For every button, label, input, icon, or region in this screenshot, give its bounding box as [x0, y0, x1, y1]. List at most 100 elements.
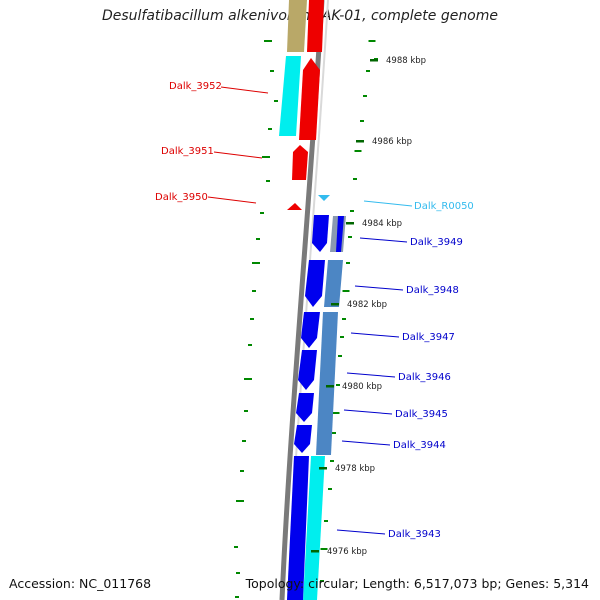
gc-tick — [336, 384, 340, 386]
scale-tick — [356, 140, 364, 143]
gc-tick — [236, 500, 244, 502]
gc-tick — [342, 318, 346, 320]
gene-dalk-3951 — [292, 145, 308, 180]
gene-label: Dalk_3943 — [388, 529, 441, 540]
scale-label: 4978 kbp — [335, 464, 375, 474]
gc-tick — [242, 440, 246, 442]
gc-tick — [252, 290, 256, 292]
callout-line — [354, 285, 404, 291]
gc-tick — [360, 120, 364, 122]
gc-tick — [353, 178, 357, 180]
gc-tick — [366, 70, 370, 72]
accession-label: Accession: NC_011768 — [9, 576, 152, 591]
gene-label: Dalk_3952 — [169, 81, 222, 92]
content-tracks — [279, 0, 346, 600]
gc-tick — [350, 210, 354, 212]
callout-line — [336, 529, 386, 535]
gc-tick — [264, 40, 272, 42]
scale-label-group: 4988 kbp 4986 kbp 4984 kbp 4982 kbp 4980 kbp… — [327, 56, 426, 557]
cyan-segment-top — [279, 56, 301, 136]
callout-line — [343, 409, 393, 415]
steelblue-segment-2 — [324, 260, 343, 307]
callout-line — [341, 440, 391, 446]
gene-label: Dalk_R0050 — [414, 201, 474, 212]
gc-tick — [252, 262, 260, 264]
callout-lines — [207, 86, 413, 535]
scale-label: 4986 kbp — [372, 137, 412, 147]
scale-ticks — [311, 59, 378, 553]
gene-label: Dalk_3945 — [395, 409, 448, 420]
callout-line — [213, 151, 263, 159]
gc-tick — [235, 596, 239, 598]
gene-label: Dalk_3944 — [393, 440, 446, 451]
gene-dalk-3950 — [287, 203, 302, 210]
scale-tick — [370, 59, 378, 62]
callout-line — [207, 196, 257, 204]
scale-label: 4988 kbp — [386, 56, 426, 66]
gc-tick — [342, 290, 350, 292]
gc-tick — [234, 546, 238, 548]
gc-tick — [320, 548, 328, 550]
cyan-segment-bottom — [303, 456, 325, 600]
gc-tick — [324, 520, 328, 522]
gc-tick — [244, 378, 252, 380]
gc-tick — [363, 95, 367, 97]
gc-tick — [354, 150, 362, 152]
gc-tick — [266, 180, 270, 182]
gene-label: Dalk_3949 — [410, 237, 463, 248]
gene-dalk-3953 — [307, 0, 324, 52]
gene-dalk-3948 — [305, 260, 325, 307]
callout-line — [346, 372, 396, 378]
gene-label: Dalk_3951 — [161, 146, 214, 157]
scale-tick — [346, 222, 354, 225]
scale-tick — [331, 303, 339, 306]
gene-label: Dalk_3948 — [406, 285, 459, 296]
gc-tick — [332, 432, 336, 434]
scale-tick — [319, 467, 327, 470]
tan-segment — [287, 0, 307, 52]
gc-tick — [270, 70, 274, 72]
gc-tick — [268, 128, 272, 130]
gc-tick — [250, 318, 254, 320]
scale-tick — [326, 385, 334, 388]
gc-tick — [348, 236, 352, 238]
gene-dalk-3943 — [287, 456, 309, 600]
gc-tick — [262, 156, 270, 158]
gene-dalk-3949 — [312, 215, 329, 252]
gene-label: Dalk_3946 — [398, 372, 451, 383]
genes-reverse — [287, 215, 344, 600]
gc-tick — [338, 355, 342, 357]
gc-tick — [236, 572, 240, 574]
gene-label: Dalk_3947 — [402, 332, 455, 343]
gc-skew-ticks — [234, 40, 378, 598]
gene-dalk-3944 — [294, 425, 312, 453]
gene-dalk-3949b — [336, 216, 344, 252]
callout-line — [220, 86, 269, 94]
callout-line — [359, 237, 408, 243]
topology-label: Topology: circular; Length: 6,517,073 bp… — [245, 576, 589, 591]
gc-tick — [320, 580, 324, 582]
genes-forward — [287, 0, 324, 210]
gene-dalk-3946 — [298, 350, 317, 390]
scale-label: 4982 kbp — [347, 300, 387, 310]
gc-tick — [240, 470, 244, 472]
gene-label: Dalk_3950 — [155, 192, 208, 203]
scale-label: 4976 kbp — [327, 547, 367, 557]
gc-tick — [248, 344, 252, 346]
rna-dalk-r0050 — [318, 195, 330, 201]
gene-dalk-3947 — [301, 312, 320, 348]
gc-tick — [256, 238, 260, 240]
scale-label: 4984 kbp — [362, 219, 402, 229]
callout-line — [350, 332, 400, 338]
scale-tick — [311, 550, 319, 553]
gc-tick — [260, 212, 264, 214]
rna-features — [318, 195, 330, 201]
gc-tick — [346, 262, 350, 264]
gc-tick — [328, 488, 332, 490]
gc-tick — [340, 336, 344, 338]
gc-tick — [274, 100, 278, 102]
steelblue-segment-3 — [316, 312, 338, 455]
gene-dalk-3945 — [296, 393, 314, 422]
callout-line — [363, 200, 413, 207]
